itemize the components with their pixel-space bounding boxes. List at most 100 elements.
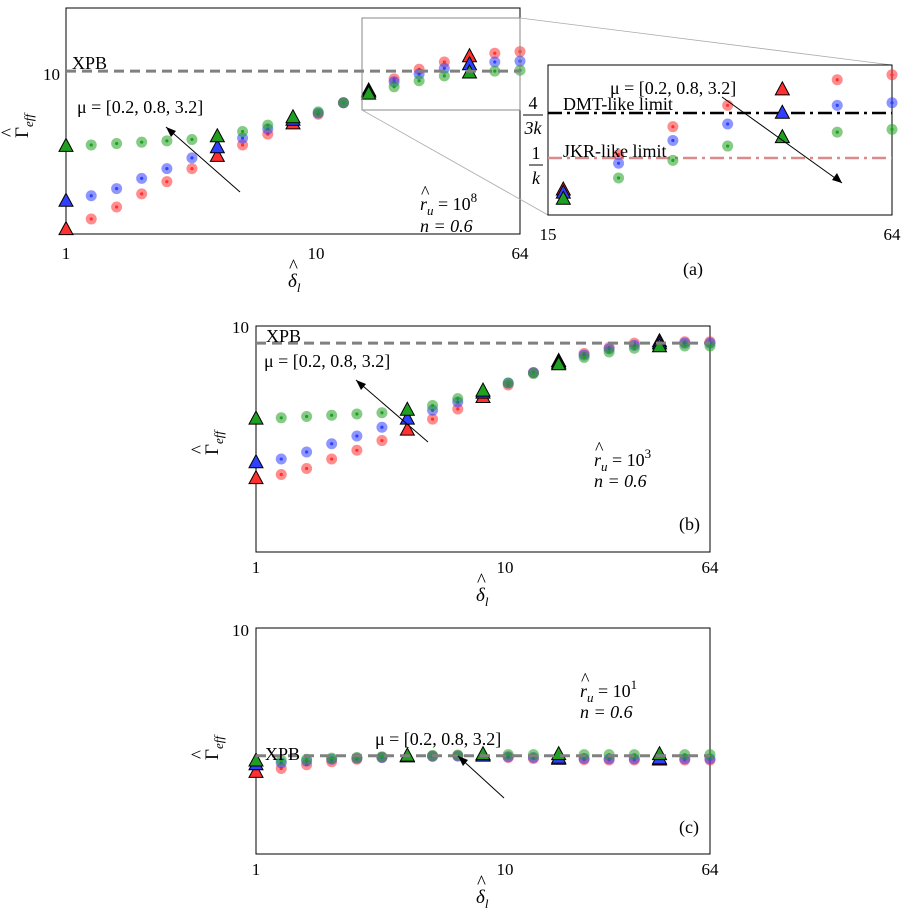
inset-xtick-64: 64 [884,225,902,244]
panel-b-point-core [305,450,309,454]
panel-b-xpb-label: XPB [266,326,301,346]
panel-a-point-core [140,140,144,144]
inset-point-core [890,127,894,132]
panel-a-point-core [442,74,446,78]
panel-a-xtick-64: 64 [512,244,530,263]
panel-a-point-core [442,60,446,64]
panel-b-point-core [632,346,636,350]
inset-mu-arrow [721,96,843,184]
panel-a-mu-arrow [165,126,241,193]
panel-a-point-core [115,186,119,191]
panel-b-point-mu-0.2-x-1 [248,469,264,485]
inset-xtick-15: 15 [540,225,557,244]
svg-text:^: ^ [0,128,19,137]
panel-a-point-core [165,180,169,184]
panel-b-point-core [355,434,359,438]
inset-axes-frame [547,64,893,216]
panel-b-point-core [279,416,283,420]
inset-point-core [835,130,839,134]
panel-c-point-mu-3.2-x-16 [550,745,567,761]
inset-point-core [835,78,839,82]
panel-a-point-mu-3.2-x-1 [58,137,74,152]
panel-b-point-core [330,413,334,417]
panel-a-xtick-1: 1 [62,244,71,263]
panel-a-point-core [115,205,119,209]
panel-a-point-core [266,123,270,127]
svg-text:4: 4 [529,93,538,113]
panel-b-ru-label: ru = 103 ^ [594,438,651,474]
svg-text:^: ^ [595,438,604,458]
inset-point-mu-3.2-x-40.3 [774,128,791,144]
panel-c: XPB μ = [0.2, 0.8, 3.2] ru = 101 ^ n = 0… [188,621,719,911]
panel-a-point-core [190,167,194,171]
inset-jkr-label: JKR-like limit [563,141,667,161]
inset-mu-arrowhead [832,173,842,183]
panel-c-ru-exp: 1 [631,677,638,692]
panel-a-point-core [89,194,93,198]
panel-b-point-core [305,414,309,419]
panel-c-ytick-10: 10 [232,621,249,640]
panel-a-point-mu-0.8-x-1 [58,192,74,207]
panel-b-xtick-10: 10 [497,558,514,577]
panel-a-point-core [493,51,497,55]
inset-point-core [726,144,730,148]
panel-a-point-core [417,79,421,83]
svg-text:^: ^ [188,750,209,759]
panel-b-point-core [430,403,435,408]
panel-b-xtick-64: 64 [702,558,720,577]
panel-b-point-mu-0.2-x-4 [399,421,416,436]
panel-b-xlabel: δl ^ [476,570,489,609]
svg-text:1: 1 [532,143,541,163]
panel-b-point-core [607,350,611,354]
panel-a-xtick-10: 10 [308,244,325,263]
svg-text:^: ^ [477,872,486,893]
inset-point-core [616,161,621,165]
panel-a-point-mu-0.2-x-4 [209,147,226,162]
panel-a-axes-frame [65,7,521,235]
panel-b-point-mu-3.2-x-8 [475,382,491,397]
inset-mu-legend: μ = [0.2, 0.8, 3.2] [610,78,736,98]
panel-b-point-core [305,466,309,471]
svg-text:ru = 108: ru = 108 [420,190,477,218]
svg-text:Γeff: Γeff [202,429,226,455]
panel-b-ytick-10: 10 [232,318,249,337]
svg-text:^: ^ [289,256,298,277]
inset-point-core [890,101,894,105]
inset-point-core [671,125,675,129]
panel-a-point-core [165,139,169,143]
panel-a-point-core [341,101,346,105]
svg-text:^: ^ [421,182,430,202]
svg-text:k: k [532,168,541,188]
panel-a-point-mu-3.2-x-16 [360,85,377,100]
panel-c-ylabel: Γeff ^ [188,734,226,760]
svg-text:ru = 101: ru = 101 [580,677,637,705]
inset-point-mu-0.2-x-40.3 [774,80,791,96]
panel-b-point-core [355,448,359,452]
panel-a-point-core [190,137,194,142]
inset-point-core [671,158,675,162]
inset-jkr-fraction: 1 k [529,143,543,188]
panel-a-point-core [165,167,169,171]
panel-a-point-core [493,69,497,73]
panel-c-mu-arrowhead [458,756,468,766]
panel-b-ru-exp: 3 [645,446,652,461]
panel-b-point-mu-0.8-x-1 [248,453,264,469]
panel-b-point-core [330,457,334,461]
panel-a-point-core [240,129,245,134]
panel-c-point-core [279,758,283,762]
panel-a-zoom-connector-bottom [361,109,549,216]
panel-b-xtick-1: 1 [252,558,261,577]
panel-b-point-mu-3.2-x-40.3 [651,337,668,353]
panel-a-point-core [392,85,396,89]
panel-a-zoom-connector-top [519,17,893,66]
panel-c-xpb-label: XPB [265,744,300,764]
panel-a-ytick-10: 10 [43,65,60,84]
panel-b-point-core [279,457,283,461]
panel-a-point-core [493,60,497,64]
panel-b-mu-legend: μ = [0.2, 0.8, 3.2] [264,351,390,371]
inset-points [555,69,898,205]
panel-a-zoom-box [361,17,521,111]
panel-c-point-core [506,753,510,757]
svg-text:ru = 103: ru = 103 [594,446,651,474]
